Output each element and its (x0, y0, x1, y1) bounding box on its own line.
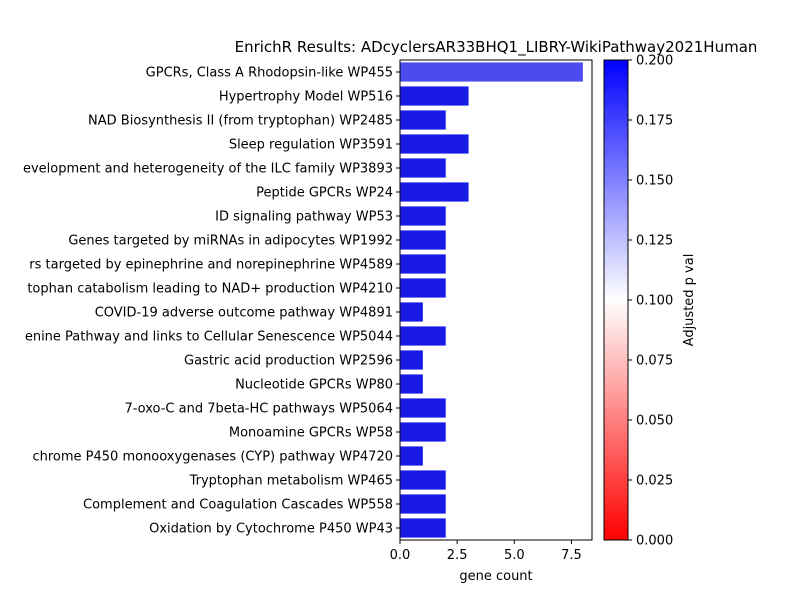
y-tick-label: Complement and Coagulation Cascades WP55… (83, 498, 393, 513)
colorbar-tick-label: 0.200 (636, 54, 673, 69)
bar (400, 278, 446, 298)
bar (400, 158, 446, 178)
y-tick-label: GPCRs, Class A Rhodopsin-like WP455 (146, 66, 393, 81)
x-tick-label: 7.5 (561, 548, 582, 563)
colorbar-label: Adjusted p val (682, 254, 697, 347)
chart-title: EnrichR Results: ADcyclersAR33BHQ1_LIBRY… (235, 38, 758, 57)
bar (400, 110, 446, 130)
y-tick-label: chrome P450 monooxygenases (CYP) pathway… (32, 450, 393, 465)
y-tick-label: Genes targeted by miRNAs in adipocytes W… (68, 234, 393, 249)
colorbar-tick-label: 0.000 (636, 534, 673, 549)
bar (400, 206, 446, 226)
colorbar-gradient (603, 59, 629, 541)
bar-group (400, 62, 583, 538)
bar (400, 374, 423, 394)
colorbar-tick-label: 0.150 (636, 174, 673, 189)
bar (400, 254, 446, 274)
plot-frame (399, 59, 593, 541)
y-tick-label: Oxidation by Cytochrome P450 WP43 (149, 522, 393, 537)
y-tick-label: Tryptophan metabolism WP465 (189, 474, 393, 489)
y-tick-label: Sleep regulation WP3591 (229, 138, 393, 153)
bar (400, 398, 446, 418)
y-tick-label: Monoamine GPCRs WP58 (229, 426, 393, 441)
y-tick-label: Peptide GPCRs WP24 (256, 186, 393, 201)
y-tick-label: Gastric acid production WP2596 (184, 354, 393, 369)
bar (400, 446, 423, 466)
y-tick-label: ID signaling pathway WP53 (215, 210, 393, 225)
bar (400, 302, 423, 322)
y-tick-label: Hypertrophy Model WP516 (219, 90, 393, 105)
bar (400, 470, 446, 490)
bar (400, 518, 446, 538)
bar (400, 86, 469, 106)
bar (400, 230, 446, 250)
colorbar-tick-label: 0.075 (636, 354, 673, 369)
x-tick-label: 0.0 (390, 548, 411, 563)
y-tick-label: enine Pathway and links to Cellular Sene… (25, 330, 393, 345)
colorbar: 0.000 0.025 0.050 0.075 0.100 0.125 0.150 0.175… (603, 54, 697, 549)
bar (400, 182, 469, 202)
bar (400, 62, 583, 82)
colorbar-tick-label: 0.100 (636, 294, 673, 309)
x-tick-label: 5.0 (504, 548, 525, 563)
y-tick-label: 7-oxo-C and 7beta-HC pathways WP5064 (124, 402, 393, 417)
bar (400, 494, 446, 514)
x-axis: 0.0 2.5 5.0 7.5 (390, 540, 582, 563)
x-tick-label: 2.5 (447, 548, 468, 563)
colorbar-tick-label: 0.175 (636, 114, 673, 129)
y-tick-label: evelopment and heterogeneity of the ILC … (23, 162, 393, 177)
colorbar-tick-label: 0.125 (636, 234, 673, 249)
y-tick-label: rs targeted by epinephrine and norepinep… (29, 258, 393, 273)
colorbar-tick-label: 0.050 (636, 414, 673, 429)
y-tick-labels: GPCRs, Class A Rhodopsin-like WP455 Hyper… (23, 66, 400, 537)
bar (400, 350, 423, 370)
y-tick-label: tophan catabolism leading to NAD+ produc… (27, 282, 393, 297)
bar (400, 422, 446, 442)
bar (400, 134, 469, 154)
bar (400, 326, 446, 346)
y-tick-label: NAD Biosynthesis II (from tryptophan) WP… (88, 114, 393, 129)
x-axis-label: gene count (459, 569, 532, 584)
y-tick-label: COVID-19 adverse outcome pathway WP4891 (95, 306, 393, 321)
y-tick-label: Nucleotide GPCRs WP80 (235, 378, 393, 393)
colorbar-tick-label: 0.025 (636, 474, 673, 489)
